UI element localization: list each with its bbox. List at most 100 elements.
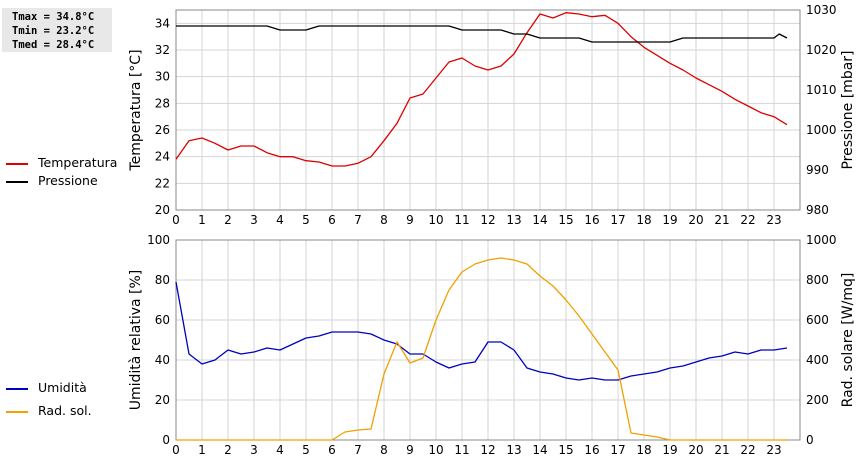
x-tick-label: 7	[354, 213, 362, 227]
legend-radsol-label: Rad. sol.	[38, 403, 92, 418]
x-tick-label: 1	[198, 443, 206, 457]
x-tick-label: 21	[714, 213, 729, 227]
y-axis-title: Temperatura [°C]	[128, 49, 144, 171]
x-tick-label: 20	[688, 213, 703, 227]
legend-pressione: Pressione	[6, 173, 98, 188]
x-tick-label: 14	[532, 443, 547, 457]
y2-tick-label: 800	[806, 273, 829, 287]
x-tick-label: 23	[766, 213, 781, 227]
y2-tick-label: 990	[806, 163, 829, 177]
y-tick-label: 24	[155, 150, 170, 164]
x-tick-label: 0	[172, 213, 180, 227]
y-tick-label: 22	[155, 176, 170, 190]
x-tick-label: 12	[480, 443, 495, 457]
y-tick-label: 100	[147, 233, 170, 247]
x-tick-label: 11	[454, 443, 469, 457]
x-tick-label: 19	[662, 443, 677, 457]
y2-tick-label: 980	[806, 203, 829, 217]
y2-tick-label: 200	[806, 393, 829, 407]
y2-tick-label: 1030	[806, 3, 837, 17]
x-tick-label: 7	[354, 443, 362, 457]
chart-1: 0 1 2 3 4 5 6 7 8 9 10 11 12 13 14 15 16 17 18 19 20 21 22 2320…	[128, 3, 856, 227]
x-tick-label: 5	[302, 443, 310, 457]
y2-tick-label: 0	[806, 433, 814, 447]
x-tick-label: 18	[636, 443, 651, 457]
y-tick-label: 26	[155, 123, 170, 137]
x-tick-label: 21	[714, 443, 729, 457]
y-tick-label: 28	[155, 96, 170, 110]
x-tick-label: 22	[740, 443, 755, 457]
y2-tick-label: 1000	[806, 233, 837, 247]
y-tick-label: 0	[162, 433, 170, 447]
x-tick-label: 13	[506, 443, 521, 457]
y2-axis-title: Rad. solare [W/mq]	[840, 273, 856, 408]
legend-radsol-swatch	[6, 410, 28, 413]
series-line-pressione	[176, 25, 788, 43]
legend-radsol: Rad. sol.	[6, 403, 92, 418]
legend-temperatura-swatch	[6, 162, 28, 165]
x-tick-label: 15	[558, 443, 573, 457]
series-line-umidit	[175, 281, 788, 381]
stat-tmed: Tmed = 28.4°C	[12, 39, 95, 51]
x-tick-label: 10	[428, 443, 443, 457]
x-tick-label: 19	[662, 213, 677, 227]
legend-umidita-swatch	[6, 387, 28, 390]
y-tick-label: 40	[155, 353, 170, 367]
x-tick-label: 10	[428, 213, 443, 227]
y2-tick-label: 600	[806, 313, 829, 327]
legend-temperatura-label: Temperatura	[38, 155, 118, 170]
y-tick-label: 60	[155, 313, 170, 327]
series-line-rad-sol	[176, 257, 787, 441]
x-tick-label: 8	[380, 213, 388, 227]
x-tick-label: 3	[250, 443, 258, 457]
x-tick-label: 4	[276, 443, 284, 457]
x-tick-label: 17	[610, 213, 625, 227]
series-line-temperatura	[175, 12, 788, 167]
x-tick-label: 9	[406, 443, 414, 457]
x-tick-label: 3	[250, 213, 258, 227]
plot-frame	[175, 9, 801, 211]
x-tick-label: 9	[406, 213, 414, 227]
x-tick-label: 2	[224, 213, 232, 227]
y2-tick-label: 1010	[806, 83, 837, 97]
x-tick-label: 12	[480, 213, 495, 227]
chart-2: 0 1 2 3 4 5 6 7 8 9 10 11 12 13 14 15 16 17 18 19 20 21 22 2302…	[128, 233, 856, 457]
x-tick-label: 15	[558, 213, 573, 227]
stats-box: Tmax = 34.8°C Tmin = 23.2°C Tmed = 28.4°…	[2, 8, 112, 52]
x-tick-label: 14	[532, 213, 547, 227]
x-tick-label: 1	[198, 213, 206, 227]
y-tick-label: 32	[155, 43, 170, 57]
legend-umidita-label: Umidità	[38, 380, 87, 395]
x-tick-label: 0	[172, 443, 180, 457]
x-tick-label: 17	[610, 443, 625, 457]
x-tick-label: 16	[584, 213, 599, 227]
x-tick-label: 5	[302, 213, 310, 227]
stat-tmax: Tmax = 34.8°C	[12, 11, 95, 23]
y-tick-label: 20	[155, 393, 170, 407]
y-tick-label: 30	[155, 70, 170, 84]
plot-frame	[175, 239, 801, 441]
x-tick-label: 6	[328, 443, 336, 457]
x-tick-label: 8	[380, 443, 388, 457]
stat-tmin: Tmin = 23.2°C	[12, 25, 95, 37]
legend-umidita: Umidità	[6, 380, 87, 395]
x-tick-label: 4	[276, 213, 284, 227]
x-tick-label: 22	[740, 213, 755, 227]
y2-tick-label: 1020	[806, 43, 837, 57]
y-tick-label: 34	[155, 16, 170, 30]
y-tick-label: 20	[155, 203, 170, 217]
x-tick-label: 6	[328, 213, 336, 227]
y-tick-label: 80	[155, 273, 170, 287]
x-tick-label: 23	[766, 443, 781, 457]
x-tick-label: 13	[506, 213, 521, 227]
y-axis-title: Umidità relativa [%]	[128, 270, 144, 411]
y2-axis-title: Pressione [mbar]	[840, 50, 856, 169]
x-tick-label: 11	[454, 213, 469, 227]
x-tick-label: 2	[224, 443, 232, 457]
legend-temperatura: Temperatura	[6, 155, 117, 170]
y2-tick-label: 1000	[806, 123, 837, 137]
x-tick-label: 16	[584, 443, 599, 457]
x-tick-label: 20	[688, 443, 703, 457]
legend-pressione-label: Pressione	[38, 173, 98, 188]
